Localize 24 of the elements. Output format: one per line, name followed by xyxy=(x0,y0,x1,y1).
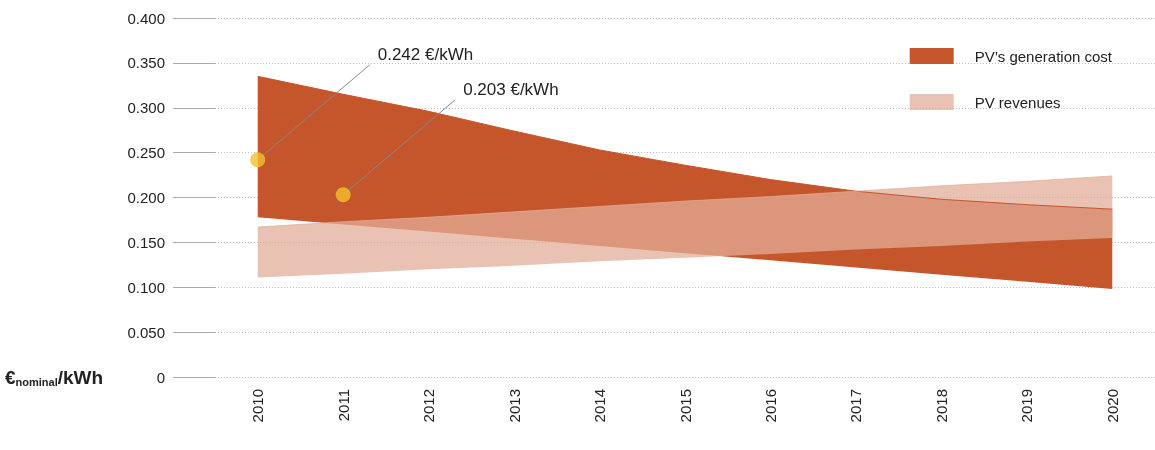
y-tick-label: 0.300 xyxy=(127,99,165,117)
x-tick-label: 2016 xyxy=(761,389,779,423)
x-tick-label: 2012 xyxy=(420,389,438,423)
y-tick-label: 0.050 xyxy=(127,323,165,341)
x-tick-label: 2015 xyxy=(676,389,694,423)
x-tick-label: 2019 xyxy=(1018,389,1036,423)
x-tick-label: 2020 xyxy=(1103,389,1121,423)
y-tick-label: 0 xyxy=(156,368,165,386)
legend-label: PV revenues xyxy=(974,93,1061,111)
x-tick-label: 2011 xyxy=(334,389,352,422)
y-tick-label: 0.350 xyxy=(127,54,165,72)
annotation: 0.242 €/kWh xyxy=(377,44,474,64)
annotation: 0.203 €/kWh xyxy=(463,79,559,99)
legend-label: PV’s generation cost xyxy=(974,47,1113,65)
x-tick-label: 2013 xyxy=(505,389,523,423)
x-tick-label: 2010 xyxy=(249,389,267,423)
y-tick-label: 0.150 xyxy=(127,233,165,251)
x-tick-label: 2018 xyxy=(932,389,950,423)
y-tick-label: 0.400 xyxy=(127,9,165,27)
y-tick-label: 0.100 xyxy=(127,278,165,296)
y-tick-label: 0.250 xyxy=(127,144,165,162)
x-tick-label: 2017 xyxy=(847,389,865,423)
y-tick-label: 0.200 xyxy=(127,189,165,206)
x-tick-label: 2014 xyxy=(591,389,609,423)
